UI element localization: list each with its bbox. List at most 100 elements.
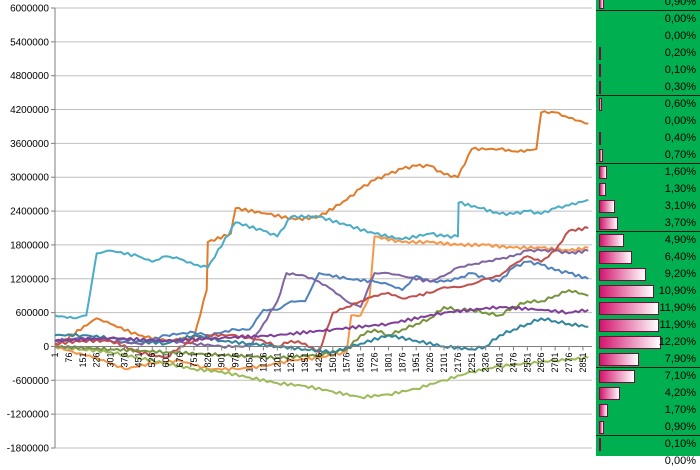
distribution-bar — [599, 166, 608, 179]
x-tick-label: 2251 — [467, 352, 477, 372]
distribution-bar — [599, 132, 602, 145]
distribution-bar — [599, 387, 621, 400]
x-tick-label: 301 — [106, 352, 116, 367]
distribution-value: 4,20% — [664, 387, 696, 399]
distribution-row: 0,20% — [596, 45, 700, 62]
x-tick-label: 76 — [64, 352, 74, 362]
distribution-bar — [599, 234, 624, 247]
y-tick-label: 6000000 — [10, 4, 49, 15]
distribution-value: 7,10% — [664, 370, 696, 382]
distribution-value: 11,90% — [659, 319, 697, 331]
y-tick-label: 0 — [43, 342, 49, 353]
series-line-10 — [54, 305, 589, 343]
distribution-value: 1,60% — [664, 166, 696, 178]
distribution-value: 1,70% — [664, 404, 696, 416]
distribution-row: 0,70% — [596, 147, 700, 164]
distribution-separator — [596, 367, 700, 368]
distribution-bar — [599, 404, 608, 417]
x-tick-label: 1 — [50, 352, 60, 357]
distribution-row: 9,20% — [596, 266, 700, 283]
y-tick-label: -600000 — [12, 376, 49, 387]
x-tick-label: 2851 — [578, 352, 588, 372]
distribution-row: 1,60% — [596, 164, 700, 181]
distribution-bar — [599, 98, 603, 111]
distribution-bar — [599, 251, 632, 264]
y-tick-label: 4200000 — [10, 105, 49, 116]
distribution-value: 3,10% — [664, 200, 696, 212]
x-tick-label: 2401 — [495, 352, 505, 372]
x-tick-label: 2326 — [481, 352, 491, 372]
distribution-bar — [599, 149, 603, 162]
distribution-bar — [599, 47, 601, 60]
distribution-value: 6,40% — [664, 251, 696, 263]
distribution-value: 12,20% — [658, 336, 696, 348]
distribution-row: 1,30% — [596, 181, 700, 198]
x-tick-label: 601 — [161, 352, 171, 367]
y-tick-label: 3000000 — [10, 173, 49, 184]
x-tick-label: 1501 — [328, 352, 338, 372]
distribution-row: 0,00% — [596, 11, 700, 28]
distribution-value: 0,00% — [664, 455, 696, 467]
x-tick-label: 2101 — [439, 352, 449, 372]
x-tick-label: 1726 — [370, 352, 380, 372]
x-tick-label: 1951 — [411, 352, 421, 372]
distribution-bar — [599, 302, 660, 315]
distribution-row: 0,60% — [596, 96, 700, 113]
distribution-bar — [599, 421, 604, 434]
distribution-row: 0,00% — [596, 113, 700, 130]
distribution-row: 10,90% — [596, 283, 700, 300]
distribution-row: 1,70% — [596, 402, 700, 419]
distribution-separator — [596, 95, 700, 96]
x-tick-label: 1876 — [397, 352, 407, 372]
distribution-bar — [599, 319, 660, 332]
distribution-row: 0,00% — [596, 28, 700, 45]
distribution-row: 0,40% — [596, 130, 700, 147]
y-tick-label: 1800000 — [10, 240, 49, 251]
x-tick-label: 226 — [92, 352, 102, 367]
x-tick-label: 151 — [78, 352, 88, 367]
x-tick-label: 1801 — [383, 352, 393, 372]
distribution-value: 0,90% — [664, 0, 696, 8]
distribution-row: 0,90% — [596, 0, 700, 11]
y-tick-label: 2400000 — [10, 207, 49, 218]
distribution-value: 9,20% — [664, 268, 696, 280]
y-tick-label: 4800000 — [10, 71, 49, 82]
distribution-bar — [599, 81, 601, 94]
distribution-panel: 0,90% 0,00% 0,00% 0,20% 0,10% 0,30% 0,60% 0,00%… — [596, 0, 700, 467]
x-tick-label: 1201 — [272, 352, 282, 372]
x-tick-label: 1426 — [314, 352, 324, 372]
distribution-row: 7,10% — [596, 368, 700, 385]
series-line-2 — [54, 198, 589, 320]
x-tick-label: 901 — [217, 352, 227, 367]
x-tick-label: 2551 — [522, 352, 532, 372]
x-tick-label: 826 — [203, 352, 213, 367]
x-tick-label: 2626 — [536, 352, 546, 372]
distribution-bar — [599, 217, 618, 230]
distribution-value: 0,40% — [664, 132, 696, 144]
distribution-value: 0,00% — [664, 13, 696, 25]
x-tick-label: 1126 — [258, 352, 268, 371]
series-line-7 — [54, 345, 589, 400]
x-tick-label: 2026 — [425, 352, 435, 372]
distribution-value: 0,90% — [664, 421, 696, 433]
distribution-value: 0,00% — [664, 115, 696, 127]
x-tick-label: 1276 — [286, 352, 296, 372]
distribution-value: 4,90% — [664, 234, 696, 246]
x-tick-label: 1651 — [356, 352, 366, 372]
distribution-separator — [596, 163, 700, 164]
series-line-3 — [54, 235, 589, 372]
distribution-value: 0,00% — [664, 30, 696, 42]
x-tick-label: 1576 — [342, 352, 352, 372]
distribution-value: 0,30% — [664, 81, 696, 93]
distribution-bar — [599, 370, 636, 383]
y-tick-label: 3600000 — [10, 139, 49, 150]
distribution-value: 11,90% — [659, 302, 697, 314]
distribution-row: 0,90% — [596, 419, 700, 436]
series-line-9 — [54, 317, 589, 354]
distribution-value: 10,90% — [658, 285, 696, 297]
distribution-bar — [599, 353, 640, 366]
distribution-bar — [599, 64, 601, 77]
x-tick-label: 2701 — [550, 352, 560, 372]
distribution-row: 12,20% — [596, 334, 700, 351]
y-tick-label: -1800000 — [7, 444, 50, 455]
